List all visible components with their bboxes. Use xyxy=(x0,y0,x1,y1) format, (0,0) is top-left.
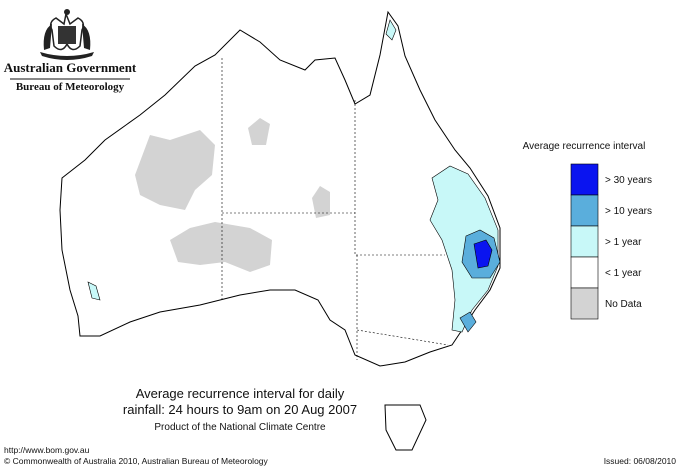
caption-credit: Product of the National Climate Centre xyxy=(154,422,326,433)
legend-swatch xyxy=(570,256,599,289)
border xyxy=(356,329,449,346)
legend: Average recurrence interval > 30 years > … xyxy=(523,141,652,320)
legend-swatch xyxy=(570,194,599,227)
state-borders xyxy=(221,58,449,360)
mainland xyxy=(59,10,501,367)
legend-label: No Data xyxy=(605,299,642,310)
legend-swatch xyxy=(570,287,599,320)
footer-url: http://www.bom.gov.au xyxy=(4,445,90,455)
rainfall-areas xyxy=(87,19,501,333)
australia xyxy=(59,10,501,451)
no-data-area xyxy=(170,222,272,272)
legend-swatch xyxy=(570,225,599,258)
legend-label: > 10 years xyxy=(605,206,652,217)
rainfall-gt-30-years xyxy=(473,239,493,269)
legend-swatch xyxy=(570,163,599,196)
no-data-area xyxy=(312,186,330,218)
footer-copyright: © Commonwealth of Australia 2010, Austra… xyxy=(4,456,269,466)
rainfall-gt-1-year xyxy=(385,19,397,41)
caption-line: rainfall: 24 hours to 9am on 20 Aug 2007 xyxy=(123,402,357,417)
no-data-area xyxy=(135,130,215,210)
legend-title: Average recurrence interval xyxy=(523,141,646,152)
tasmania xyxy=(384,404,427,451)
rainfall-gt-10-years xyxy=(459,311,477,333)
bureau-title: Bureau of Meteorology xyxy=(16,81,125,93)
caption-line: Average recurrence interval for daily xyxy=(136,386,345,401)
legend-label: < 1 year xyxy=(605,268,642,279)
no-data-areas xyxy=(135,118,330,272)
legend-label: > 1 year xyxy=(605,237,642,248)
rainfall-gt-1-year xyxy=(87,281,101,301)
footer-issued: Issued: 06/08/2010 xyxy=(604,456,677,466)
legend-label: > 30 years xyxy=(605,175,652,186)
government-title: Australian Government xyxy=(4,60,137,75)
coat-of-arms xyxy=(40,9,94,60)
no-data-area xyxy=(248,118,270,145)
